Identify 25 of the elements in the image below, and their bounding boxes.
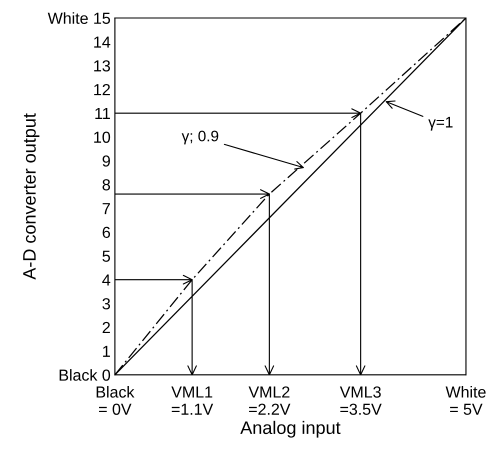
y-tick-label: 3 [102,298,110,310]
y-tick-label: 10 [94,132,110,143]
y-tick-label: 13 [94,60,110,72]
y-tick-label: 11 [95,108,110,119]
y-tick-label: 12 [94,84,110,96]
y-axis-title: A-D converter output [23,113,40,280]
y-tick-label: 14 [94,36,110,48]
y-tick-label: White 15 [48,12,110,24]
y-tick-label: 8 [102,179,110,190]
x-tick-label: VML1 =1.1V [171,386,214,415]
x-tick-label: White = 5V [446,386,486,415]
annotation: γ=1 [428,116,453,131]
annotation: γ; 0.9 [182,130,218,144]
x-tick-label: VML2 =2.2V [248,386,290,415]
y-tick-label: 7 [102,203,110,214]
y-tick-label: 2 [102,322,110,334]
y-tick-label: 6 [102,226,110,238]
y-tick-label: 1 [103,346,110,357]
x-tick-label: VML3 =3.5V [340,386,382,415]
y-tick-label: 5 [102,250,110,262]
x-tick-label: Black = 0V [96,386,134,415]
y-tick-label: 4 [102,274,110,286]
y-tick-label: 9 [102,155,110,167]
x-axis-title: Analog input [240,420,340,438]
y-tick-label: Black 0 [60,369,110,381]
